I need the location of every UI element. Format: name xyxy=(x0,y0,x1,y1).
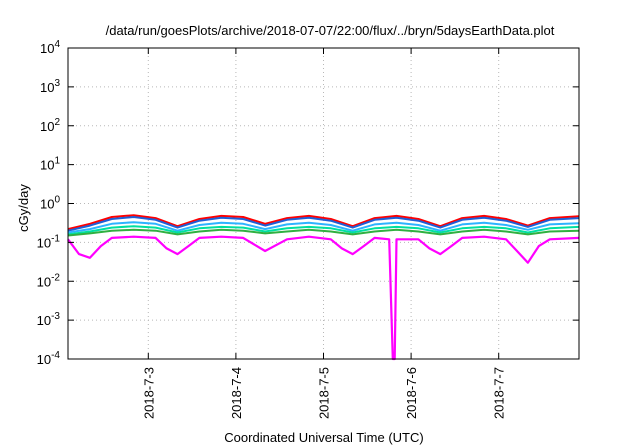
series-line xyxy=(67,221,580,234)
series-line xyxy=(67,235,580,361)
x-tick-label: 2018-7-4 xyxy=(229,367,244,419)
x-tick-label: 2018-7-5 xyxy=(317,367,332,419)
y-tick-label: 102 xyxy=(40,117,60,134)
series-line xyxy=(67,225,580,236)
plot-frame xyxy=(67,47,580,360)
y-tick-label: 10-3 xyxy=(37,311,61,328)
x-tick-label: 2018-7-7 xyxy=(492,367,507,419)
y-tick-label: 104 xyxy=(40,39,60,56)
series-group xyxy=(67,214,580,361)
x-axis-label: Coordinated Universal Time (UTC) xyxy=(224,430,423,445)
y-tick-label: 10-4 xyxy=(37,350,61,367)
y-tick-label: 10-2 xyxy=(37,272,61,289)
y-axis-label: cGy/day xyxy=(16,184,31,232)
x-tick-label: 2018-7-3 xyxy=(141,367,156,419)
y-tick-label: 103 xyxy=(40,78,60,95)
x-tick-label: 2018-7-6 xyxy=(404,367,419,419)
chart-title: /data/run/goesPlots/archive/2018-07-07/2… xyxy=(106,23,555,38)
series-line xyxy=(67,214,580,231)
y-tick-label: 100 xyxy=(40,195,60,212)
series-line xyxy=(67,228,580,237)
axis-ticks: 10-4 10-3 10-2 10-1 100 101 102 103 104 2018-7-3 2… xyxy=(37,39,579,419)
y-tick-label: 10-1 xyxy=(37,233,61,250)
y-tick-label: 101 xyxy=(40,156,60,173)
series-line xyxy=(67,216,580,232)
